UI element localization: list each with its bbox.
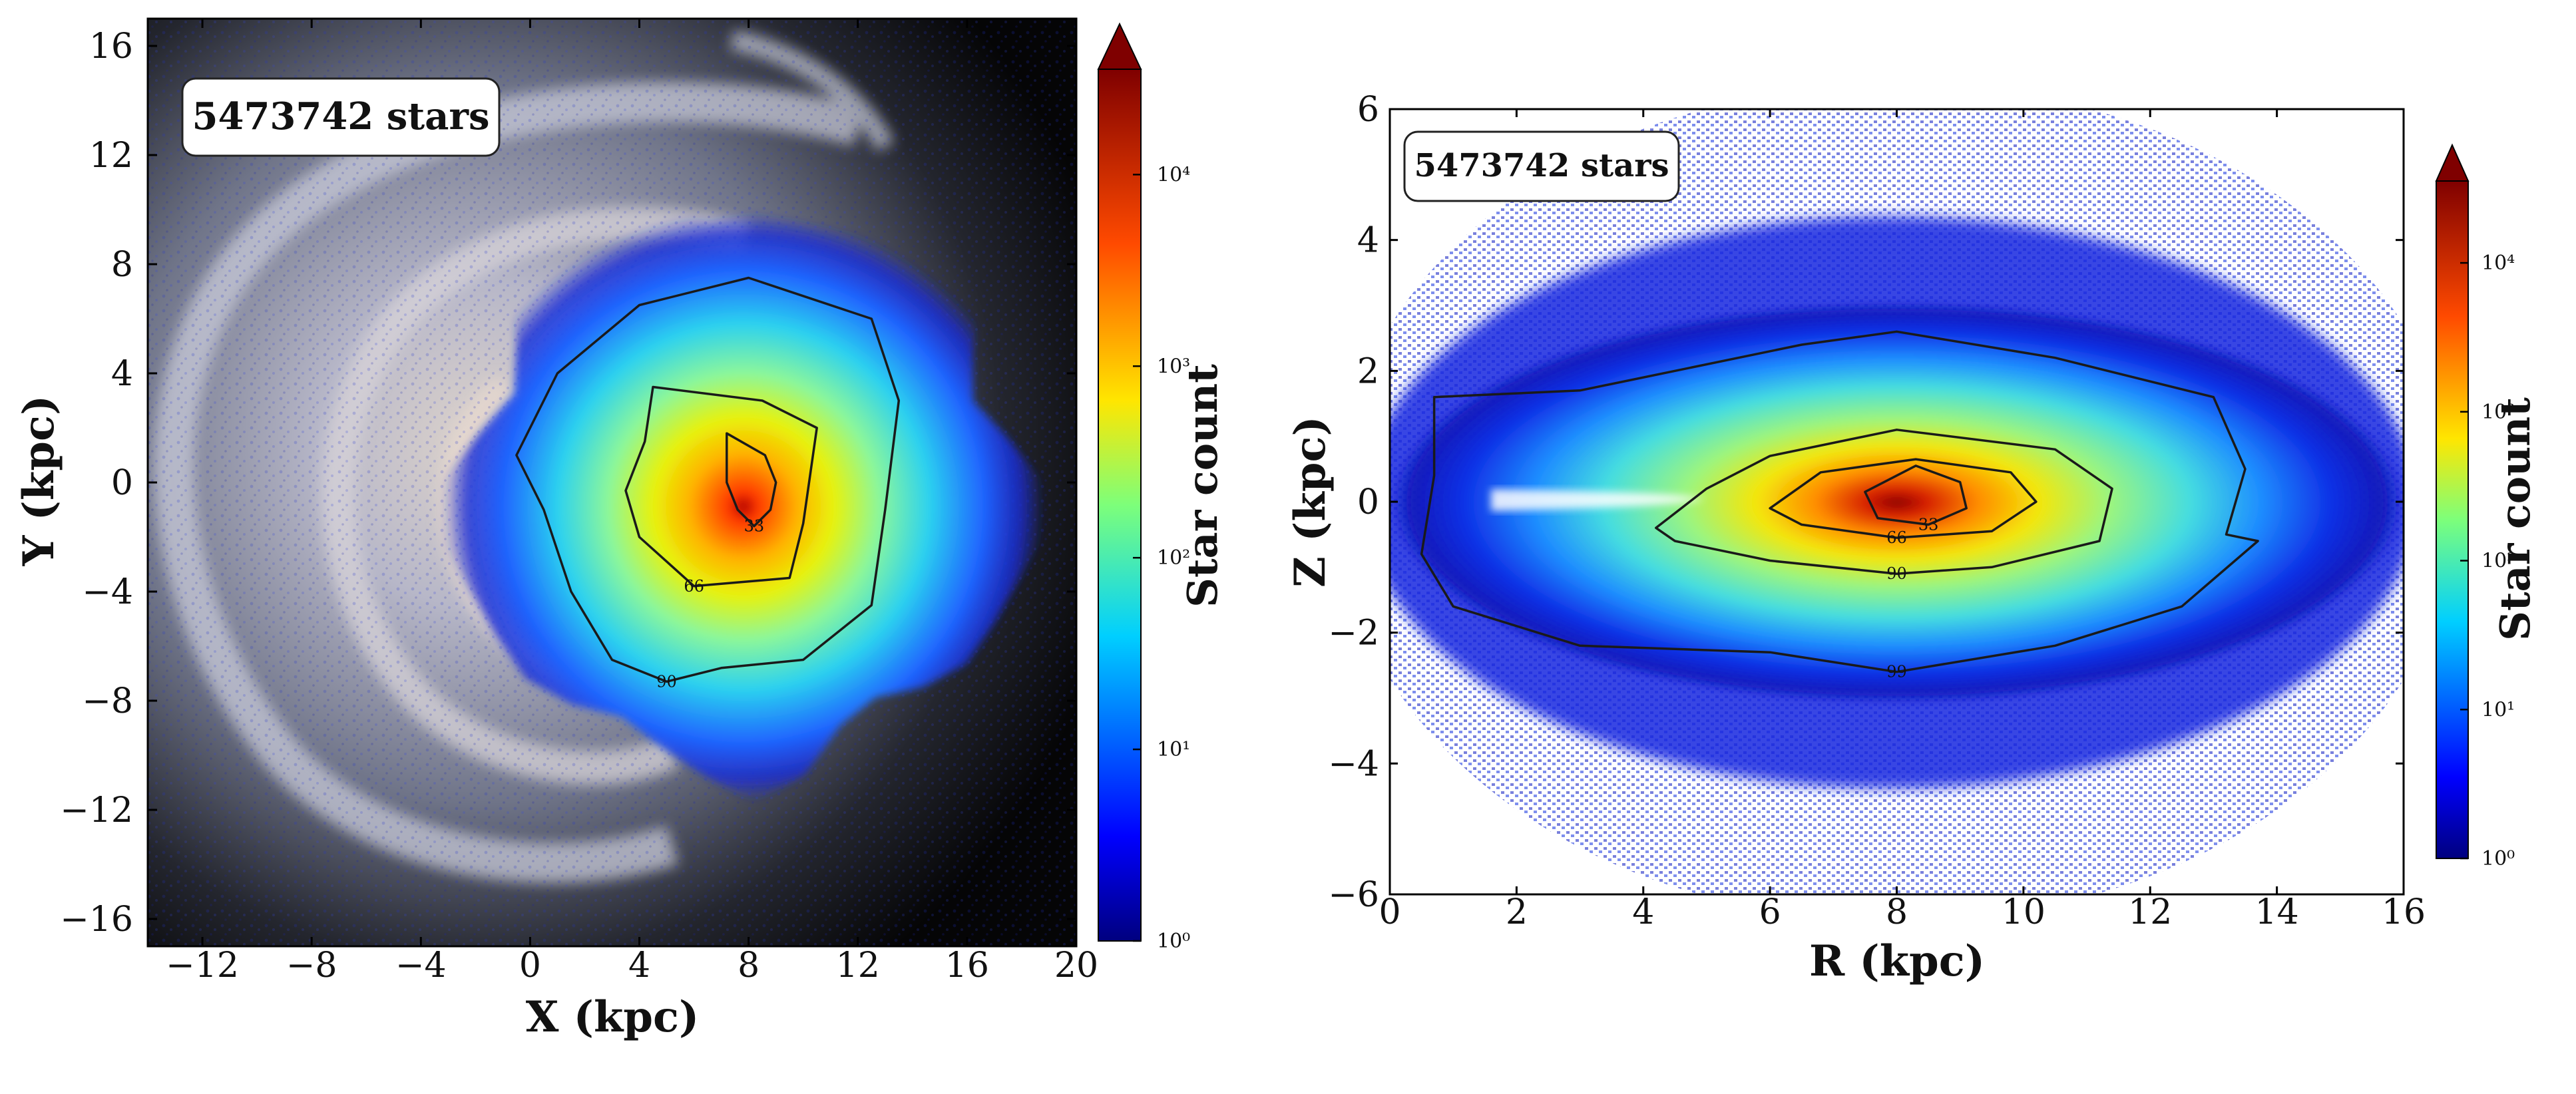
right-colorbar-extend-arrow (2435, 143, 2469, 182)
left-x-tick-label: 8 (738, 946, 759, 986)
left-contour-label: 33 (744, 517, 765, 536)
left-colorbar-tick-label: 10² (1157, 546, 1190, 570)
left-colorbar: 10⁰ 10¹ 10² 10³ 10⁴ Star count (1097, 22, 1227, 953)
left-y-tick-label: −16 (60, 900, 133, 940)
left-contour-66 (624, 385, 818, 588)
right-y-tick-label: −2 (1328, 614, 1379, 653)
left-colorbar-tick-label: 10³ (1157, 355, 1190, 378)
left-x-axis-label: X (kpc) (526, 992, 700, 1042)
right-colorbar-tick-label: 10² (2481, 550, 2515, 573)
left-y-tick-label: 12 (89, 136, 133, 176)
left-x-tick-label: 12 (836, 946, 880, 986)
left-panel: 33 66 90 −12 −8 −4 0 4 8 12 16 20 −16 −12 −8 −4 0 4 8 12 16… (14, 17, 1227, 1042)
right-y-tick-label: 2 (1357, 351, 1379, 391)
left-star-count: 5473742 stars (192, 94, 490, 138)
right-plot-area: 33 66 90 99 (1390, 109, 2404, 894)
left-x-tick-label: −4 (395, 946, 447, 986)
right-colorbar-tick-label: 10¹ (2481, 698, 2515, 721)
left-y-tick-label: −4 (82, 572, 133, 612)
right-colorbar: 10⁰ 10¹ 10² 10³ 10⁴ Star count (2435, 143, 2539, 870)
right-x-tick-label: 0 (1379, 892, 1400, 932)
left-colorbar-tick-label: 10⁰ (1157, 930, 1190, 953)
right-contour-label: 99 (1886, 663, 1907, 681)
right-contour-90 (1655, 429, 2113, 575)
right-star-count: 5473742 stars (1414, 147, 1669, 184)
left-x-tick-label: 0 (519, 946, 541, 986)
right-contour-66 (1769, 458, 2038, 539)
right-colorbar-tick-label: 10⁰ (2481, 847, 2515, 870)
left-y-tick-label: 8 (111, 245, 133, 285)
left-y-tick-label: 4 (111, 354, 133, 394)
right-contour-label: 33 (1918, 515, 1939, 534)
left-colorbar-extend-arrow (1097, 22, 1142, 70)
right-contour-99 (1420, 330, 2259, 673)
left-y-tick-label: −12 (60, 791, 133, 830)
right-x-tick-label: 8 (1886, 892, 1908, 932)
left-annotation-box: 5473742 stars (181, 77, 501, 157)
left-colorbar-tick-label: 10¹ (1157, 738, 1190, 761)
left-contour-33 (726, 432, 777, 528)
left-contour-label: 66 (684, 577, 704, 596)
left-x-tick-label: −12 (166, 946, 239, 986)
right-x-tick-label: 4 (1632, 892, 1654, 932)
left-y-tick-label: −8 (82, 681, 133, 721)
right-y-tick-label: 4 (1357, 221, 1379, 261)
left-x-tick-label: 4 (628, 946, 650, 986)
right-y-tick-label: 6 (1357, 90, 1379, 130)
left-y-tick-label: 0 (111, 463, 133, 503)
right-y-axis-label: Z (kpc) (1285, 416, 1335, 588)
left-colorbar-bar (1098, 69, 1142, 942)
right-x-tick-label: 10 (2002, 892, 2045, 932)
right-x-tick-label: 12 (2128, 892, 2172, 932)
right-y-tick-label: −4 (1328, 744, 1379, 784)
left-ticks: −12 −8 −4 0 4 8 12 16 20 −16 −12 −8 −4 0 4 8 12 16 (60, 19, 1098, 986)
right-y-tick-label: −6 (1328, 875, 1379, 915)
right-annotation-box: 5473742 stars (1403, 130, 1680, 202)
right-colorbar-tick-label: 10⁴ (2481, 252, 2515, 275)
right-colorbar-tick-label: 10³ (2481, 401, 2515, 424)
contours-left: 33 66 90 (515, 276, 901, 691)
left-y-tick-label: 16 (89, 27, 133, 67)
star-density-left (442, 210, 1044, 803)
right-colorbar-bar (2436, 180, 2469, 859)
left-colorbar-label: Star count (1178, 364, 1227, 608)
contours-right: 33 66 90 99 (1420, 330, 2259, 681)
right-contour-label: 66 (1886, 528, 1907, 547)
right-ticks: 0 2 4 6 8 10 12 14 16 −6 −4 −2 0 2 4 6 (1328, 90, 2426, 932)
left-colorbar-tick-label: 10⁴ (1157, 163, 1190, 186)
left-contour-label: 90 (656, 672, 677, 691)
star-density-right (1391, 303, 2403, 702)
right-contour-label: 90 (1886, 564, 1907, 583)
right-panel: 33 66 90 99 0 2 4 6 8 10 12 14 16 −6 −4 −2 0 2 4 6 5473742… (1285, 90, 2539, 986)
right-y-tick-label: 0 (1357, 482, 1379, 522)
right-colorbar-label: Star count (2491, 397, 2539, 641)
left-contour-90 (515, 276, 901, 683)
right-x-axis-label: R (kpc) (1809, 936, 1985, 986)
right-x-tick-label: 6 (1759, 892, 1781, 932)
left-x-tick-label: −8 (286, 946, 337, 986)
right-contour-33 (1864, 464, 1968, 526)
left-x-tick-label: 20 (1054, 946, 1098, 986)
left-y-axis-label: Y (kpc) (14, 395, 64, 567)
left-x-tick-label: 16 (945, 946, 989, 986)
right-x-tick-label: 2 (1506, 892, 1528, 932)
left-plot-area: 33 66 90 (148, 19, 1076, 946)
right-x-tick-label: 16 (2382, 892, 2426, 932)
inner-disk-gap (1491, 489, 1704, 511)
right-x-tick-label: 14 (2255, 892, 2299, 932)
